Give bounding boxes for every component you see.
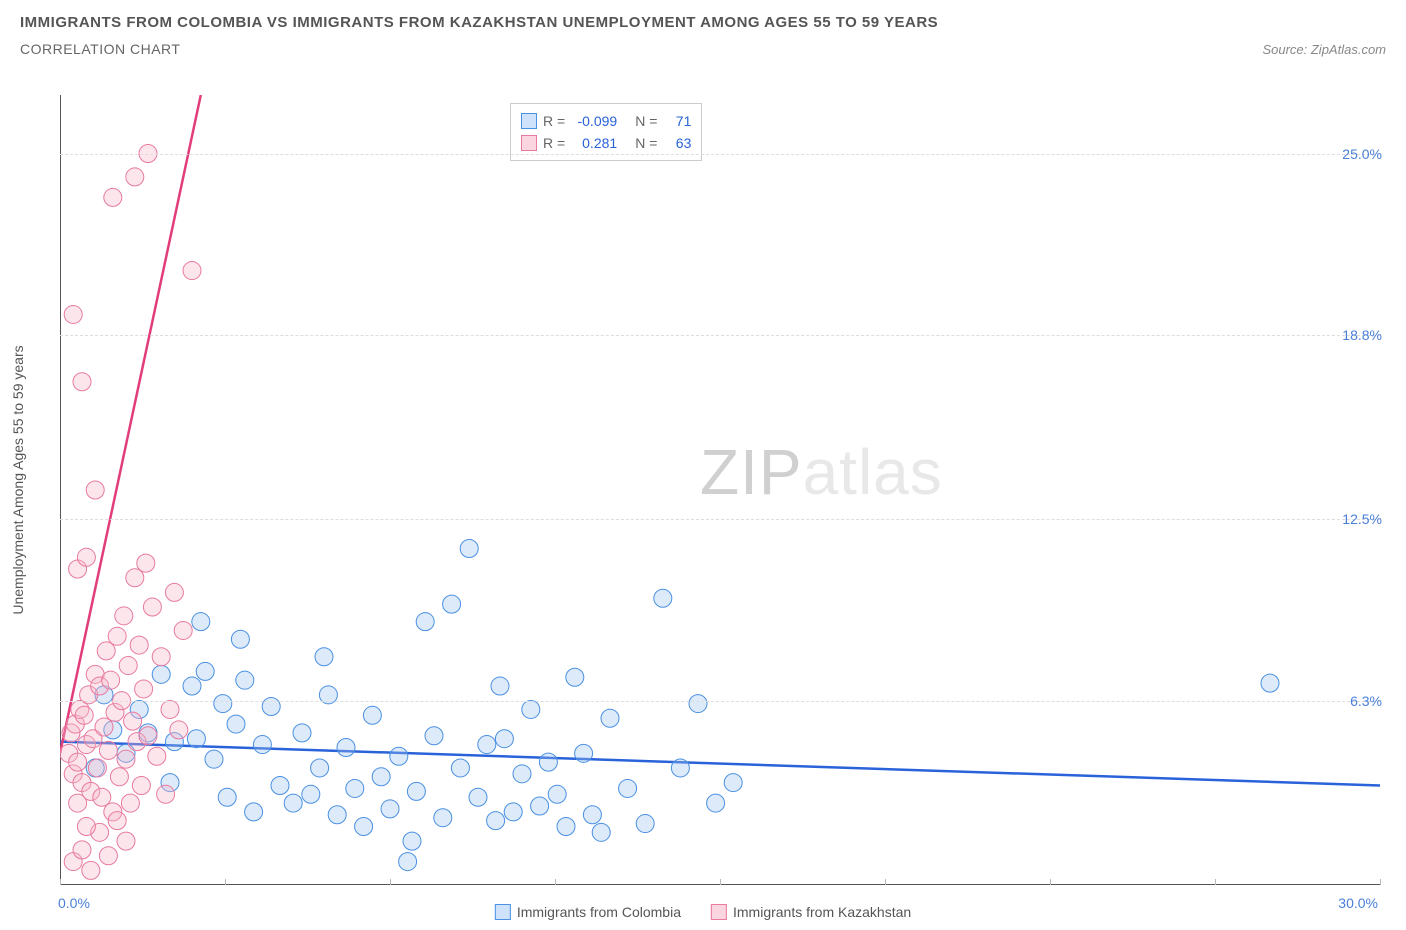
x-tick bbox=[1215, 879, 1216, 885]
x-tick bbox=[885, 879, 886, 885]
stat-n-label-2: N = bbox=[635, 132, 657, 154]
gridline bbox=[60, 701, 1380, 702]
legend-item-colombia: Immigrants from Colombia bbox=[495, 904, 681, 920]
source-citation: Source: ZipAtlas.com bbox=[1262, 42, 1386, 57]
chart-area: ZIPatlas R = -0.099 N = 71 R = 0.281 N =… bbox=[60, 95, 1380, 885]
legend: Immigrants from Colombia Immigrants from… bbox=[495, 904, 911, 920]
legend-label-colombia: Immigrants from Colombia bbox=[517, 904, 681, 920]
page-title: IMMIGRANTS FROM COLOMBIA VS IMMIGRANTS F… bbox=[0, 0, 1406, 41]
y-tick-label: 25.0% bbox=[1342, 146, 1382, 162]
y-tick-label: 18.8% bbox=[1342, 327, 1382, 343]
stat-row-colombia: R = -0.099 N = 71 bbox=[521, 110, 691, 132]
stat-r-label: R = bbox=[543, 110, 565, 132]
x-tick bbox=[225, 879, 226, 885]
correlation-stat-box: R = -0.099 N = 71 R = 0.281 N = 63 bbox=[510, 103, 702, 161]
stat-swatch-kazakhstan bbox=[521, 135, 537, 151]
gridline bbox=[60, 519, 1380, 520]
stat-r-value-kazakhstan: 0.281 bbox=[571, 132, 617, 154]
stat-n-value-kazakhstan: 63 bbox=[663, 132, 691, 154]
y-tick-label: 6.3% bbox=[1350, 693, 1382, 709]
stat-swatch-colombia bbox=[521, 113, 537, 129]
x-tick bbox=[60, 879, 61, 885]
x-tick bbox=[720, 879, 721, 885]
legend-item-kazakhstan: Immigrants from Kazakhstan bbox=[711, 904, 911, 920]
stat-row-kazakhstan: R = 0.281 N = 63 bbox=[521, 132, 691, 154]
legend-swatch-colombia bbox=[495, 904, 511, 920]
x-axis-min-label: 0.0% bbox=[58, 895, 90, 911]
gridline bbox=[60, 154, 1380, 155]
chart-subtitle: CORRELATION CHART bbox=[20, 41, 180, 57]
y-tick-label: 12.5% bbox=[1342, 511, 1382, 527]
subtitle-row: CORRELATION CHART Source: ZipAtlas.com bbox=[0, 41, 1406, 67]
y-axis-label: Unemployment Among Ages 55 to 59 years bbox=[10, 345, 26, 614]
x-tick bbox=[1050, 879, 1051, 885]
x-tick bbox=[555, 879, 556, 885]
x-axis-max-label: 30.0% bbox=[1338, 895, 1378, 911]
legend-label-kazakhstan: Immigrants from Kazakhstan bbox=[733, 904, 911, 920]
legend-swatch-kazakhstan bbox=[711, 904, 727, 920]
scatter-plot bbox=[60, 95, 1380, 885]
stat-n-value-colombia: 71 bbox=[663, 110, 691, 132]
gridline bbox=[60, 335, 1380, 336]
x-tick bbox=[390, 879, 391, 885]
stat-n-label: N = bbox=[635, 110, 657, 132]
stat-r-label-2: R = bbox=[543, 132, 565, 154]
stat-r-value-colombia: -0.099 bbox=[571, 110, 617, 132]
x-tick bbox=[1380, 879, 1381, 885]
